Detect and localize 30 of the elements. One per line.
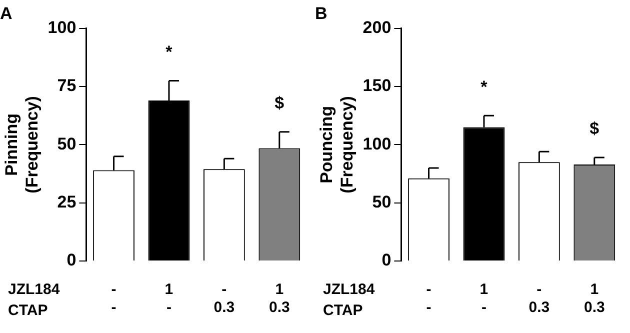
x-tick-label: 1 -: [164, 281, 174, 316]
annotation: $: [274, 94, 285, 113]
annotation: *: [480, 77, 488, 96]
y-tick-label: 50: [372, 192, 392, 212]
y-tick-label: 150: [362, 76, 392, 96]
annotation: *: [166, 42, 173, 62]
y-tick-label: 100: [362, 134, 392, 154]
chart-title: A: [0, 4, 12, 23]
y-axis-title: Pouncing (Frequency): [316, 96, 356, 194]
x-tick-label: - -: [426, 281, 432, 316]
y-tick-label: 0: [382, 250, 392, 270]
x-tick-label: 1 -: [480, 281, 488, 316]
y-tick-label: 50: [57, 134, 76, 154]
x-tick-label: - 0.3: [528, 281, 550, 316]
text: CTAP: [8, 302, 48, 320]
y-tick-label: 0: [66, 250, 76, 270]
chart-title: B: [315, 4, 328, 23]
x-tick-label: - 0.3: [214, 281, 235, 316]
text: CTAP: [323, 302, 363, 320]
annotation: $: [590, 119, 600, 138]
y-tick-label: 75: [57, 76, 76, 96]
x-tick-label: 1 0.3: [268, 281, 290, 316]
y-tick-label: 25: [57, 192, 76, 212]
x-tick-label: - -: [111, 281, 116, 316]
y-tick-label: 200: [362, 18, 392, 38]
text: JZL184: [8, 281, 60, 298]
x-tick-label: 1 0.3: [584, 281, 605, 316]
y-axis-title: Pinning (Frequency): [2, 96, 42, 194]
text: JZL184: [323, 281, 376, 298]
y-tick-label: 100: [48, 18, 76, 38]
